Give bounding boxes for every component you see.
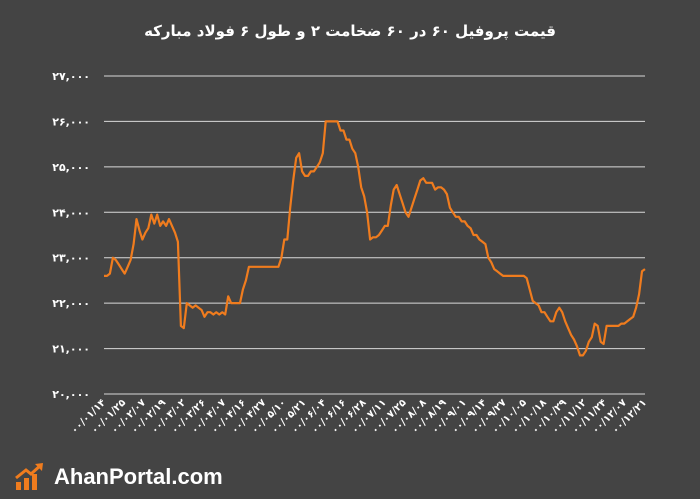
y-tick-label: ۲۱,۰۰۰ xyxy=(52,343,90,356)
y-tick-label: ۲۲,۰۰۰ xyxy=(52,297,90,310)
brand-name: AhanPortal.com xyxy=(54,464,223,489)
y-tick-label: ۲۰,۰۰۰ xyxy=(52,388,90,401)
y-tick-label: ۲۵,۰۰۰ xyxy=(52,161,90,174)
brand-logo: AhanPortal.com xyxy=(14,460,223,494)
chart-title: قیمت پروفیل ۶۰ در ۶۰ ضخامت ۲ و طول ۶ فول… xyxy=(144,22,556,40)
grid-lines xyxy=(104,75,645,395)
y-tick-label: ۲۷,۰۰۰ xyxy=(52,70,90,83)
series-line xyxy=(104,120,646,357)
trend-arrow-icon xyxy=(15,463,43,490)
x-axis-tick-labels: ۰۰/۰۱/۱۴۰۰/۰۱/۲۵۰۰/۰۲/۰۷۰۰/۰۲/۱۹۰۰/۰۳/۰۲… xyxy=(69,397,649,436)
y-axis-tick-labels: ۲۰,۰۰۰ ۲۱,۰۰۰ ۲۲,۰۰۰ ۲۳,۰۰۰ ۲۴,۰۰۰ ۲۵,۰۰۰ ۲۶,۰… xyxy=(52,70,90,401)
y-tick-label: ۲۳,۰۰۰ xyxy=(52,252,90,265)
price-series-line xyxy=(104,120,646,357)
y-tick-label: ۲۴,۰۰۰ xyxy=(52,206,90,219)
y-tick-label: ۲۶,۰۰۰ xyxy=(52,115,90,128)
